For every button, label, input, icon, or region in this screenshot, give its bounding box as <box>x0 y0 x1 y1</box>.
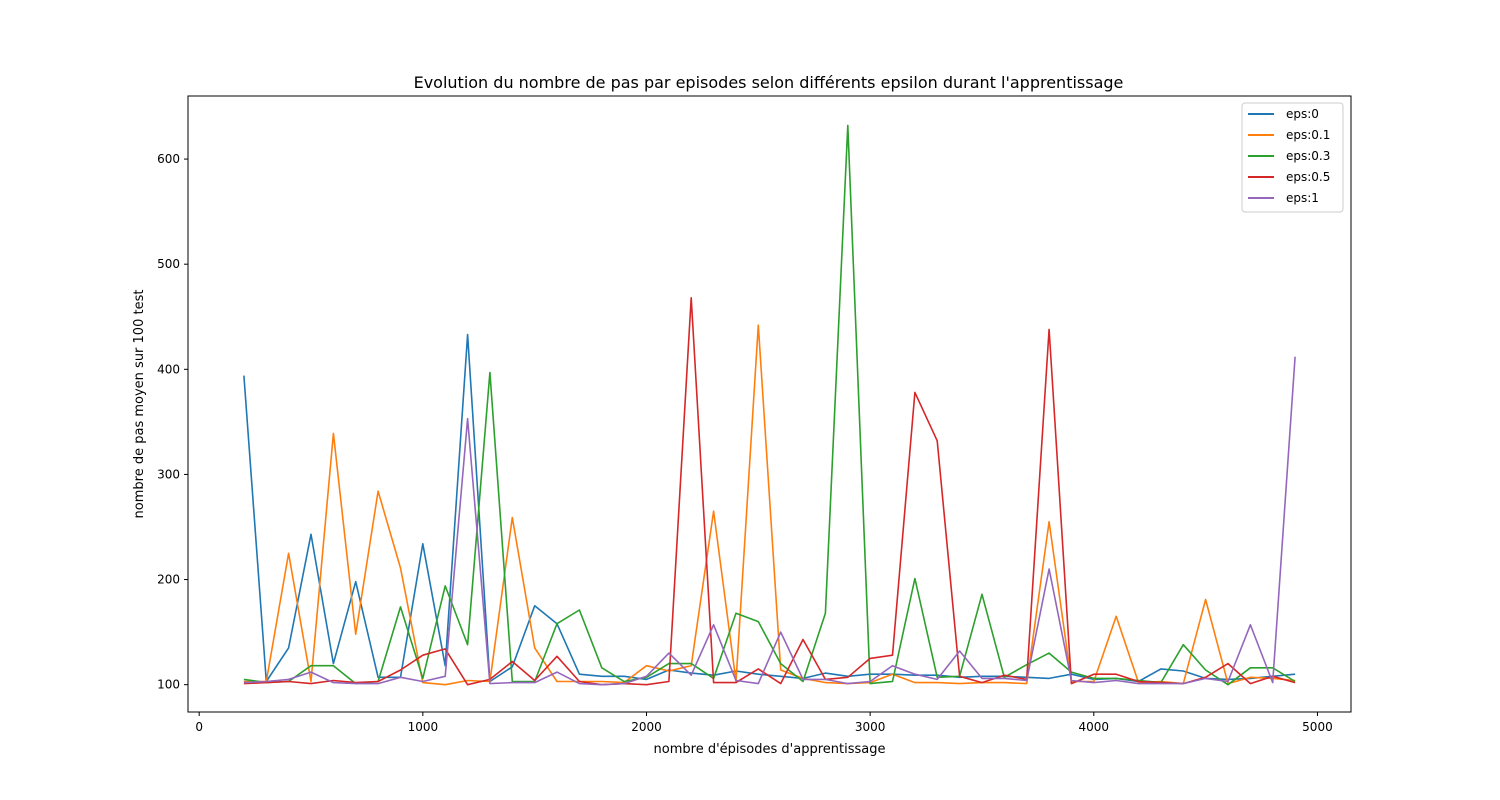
y-tick-label-2: 300 <box>157 467 180 481</box>
y-axis: 100 200 300 400 500 600 <box>157 152 188 692</box>
y-tick-label-0: 100 <box>157 678 180 692</box>
y-tick-label-3: 400 <box>157 362 180 376</box>
x-tick-label-2: 2000 <box>631 720 662 734</box>
chart-title: Evolution du nombre de pas par episodes … <box>414 73 1124 92</box>
x-axis-label: nombre d'épisodes d'apprentissage <box>654 742 886 757</box>
legend-label-2: eps:0.3 <box>1286 149 1330 163</box>
legend-label-0: eps:0 <box>1286 107 1319 121</box>
legend: eps:0 eps:0.1 eps:0.3 eps:0.5 eps:1 <box>1241 102 1344 213</box>
y-tick-label-5: 600 <box>157 152 180 166</box>
x-tick-label-3: 3000 <box>855 720 886 734</box>
plot-area <box>243 124 1296 686</box>
x-tick-label-0: 0 <box>195 720 203 734</box>
y-tick-label-4: 500 <box>157 257 180 271</box>
series-line-4 <box>243 356 1296 686</box>
series-line-3 <box>243 296 1296 686</box>
legend-label-4: eps:1 <box>1286 191 1319 205</box>
x-tick-label-5: 5000 <box>1302 720 1333 734</box>
legend-label-3: eps:0.5 <box>1286 170 1330 184</box>
series-line-2 <box>243 124 1296 686</box>
legend-label-1: eps:0.1 <box>1286 128 1330 142</box>
x-tick-label-4: 4000 <box>1079 720 1110 734</box>
x-tick-label-1: 1000 <box>408 720 439 734</box>
x-axis: 0 1000 2000 3000 4000 5000 <box>195 712 1333 734</box>
series-line-1 <box>243 324 1296 686</box>
y-axis-label: nombre de pas moyen sur 100 test <box>132 290 147 519</box>
legend-box <box>1241 102 1344 213</box>
plot-frame <box>187 95 1352 713</box>
y-tick-label-1: 200 <box>157 573 180 587</box>
